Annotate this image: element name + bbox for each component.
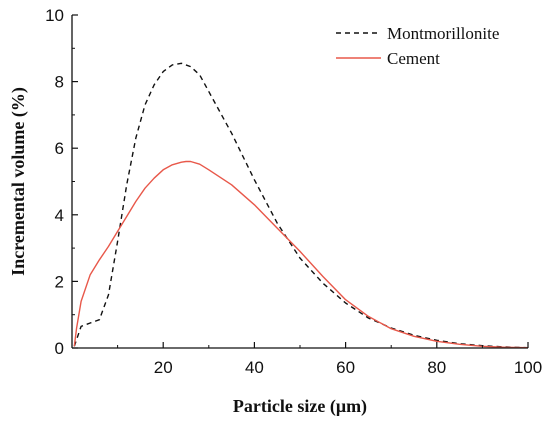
y-tick-label: 0 — [55, 339, 64, 358]
series-line-montmorillonite — [74, 63, 528, 347]
y-axis-title: Incremental volume (%) — [8, 87, 29, 276]
y-tick-label: 6 — [55, 139, 64, 158]
y-tick-label: 10 — [45, 6, 64, 25]
y-tick-label: 8 — [55, 73, 64, 92]
x-tick-label: 40 — [245, 358, 264, 377]
x-tick-label: 60 — [336, 358, 355, 377]
y-tick-label: 4 — [55, 206, 64, 225]
x-tick-label: 100 — [514, 358, 542, 377]
x-tick-label: 80 — [427, 358, 446, 377]
legend-label-montmorillonite: Montmorillonite — [387, 24, 499, 43]
y-tick-label: 2 — [55, 272, 64, 291]
legend-label-cement: Cement — [387, 49, 440, 68]
x-tick-label: 20 — [154, 358, 173, 377]
plot-layer — [74, 63, 528, 347]
x-axis-title: Particle size (μm) — [233, 396, 367, 417]
series-line-cement — [74, 162, 528, 348]
axes: 20 40 60 80 100 0 2 4 6 8 10 — [45, 6, 542, 377]
legend: Montmorillonite Cement — [336, 24, 499, 68]
